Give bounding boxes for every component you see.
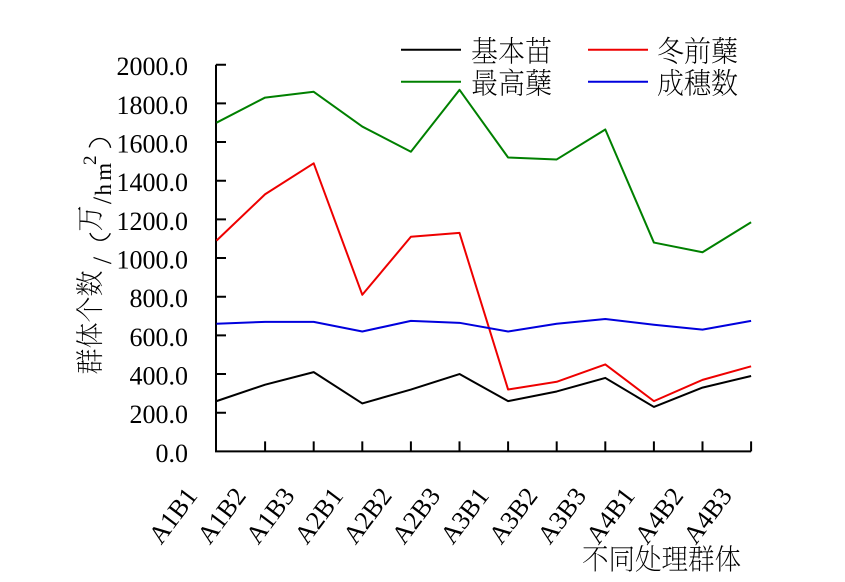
svg-text:1200.0: 1200.0: [117, 207, 189, 236]
svg-text:m: m: [91, 163, 116, 181]
svg-text:0.0: 0.0: [156, 439, 189, 468]
svg-text:600.0: 600.0: [130, 323, 189, 352]
svg-text:400.0: 400.0: [130, 362, 189, 391]
svg-text:1800.0: 1800.0: [117, 91, 189, 120]
svg-text:2000.0: 2000.0: [117, 52, 189, 81]
svg-text:200.0: 200.0: [130, 400, 189, 429]
svg-text:h: h: [91, 184, 116, 196]
svg-text:/: /: [88, 256, 117, 264]
svg-text:800.0: 800.0: [130, 284, 189, 313]
svg-text:2: 2: [80, 156, 101, 166]
svg-text:/: /: [88, 196, 117, 204]
svg-text:1000.0: 1000.0: [117, 246, 189, 275]
svg-text:1600.0: 1600.0: [117, 130, 189, 159]
svg-text:1400.0: 1400.0: [117, 168, 189, 197]
